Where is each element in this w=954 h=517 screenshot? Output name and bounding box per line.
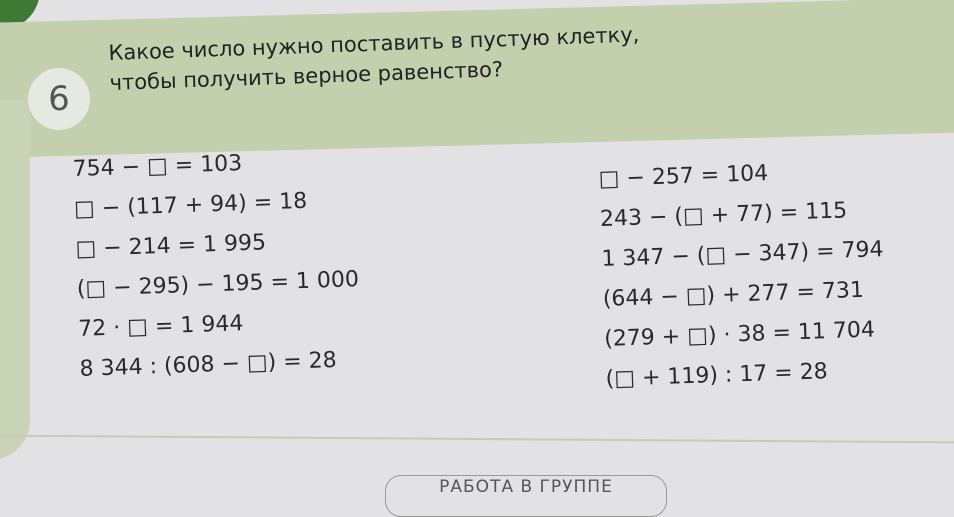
equation: (□ + 119) : 17 = 28 (605, 359, 829, 392)
task-number: 6 (28, 68, 90, 130)
group-work-label: РАБОТА В ГРУППЕ (385, 475, 667, 517)
equation: 8 344 : (608 − □) = 28 (79, 347, 338, 382)
equations-right-column: □ − 257 = 104 243 − (□ + 77) = 115 1 347… (598, 150, 888, 400)
divider (0, 434, 954, 444)
side-band (0, 100, 30, 460)
equations-left-column: 754 − □ = 103 □ − (117 + 94) = 18 □ − 21… (72, 140, 362, 390)
